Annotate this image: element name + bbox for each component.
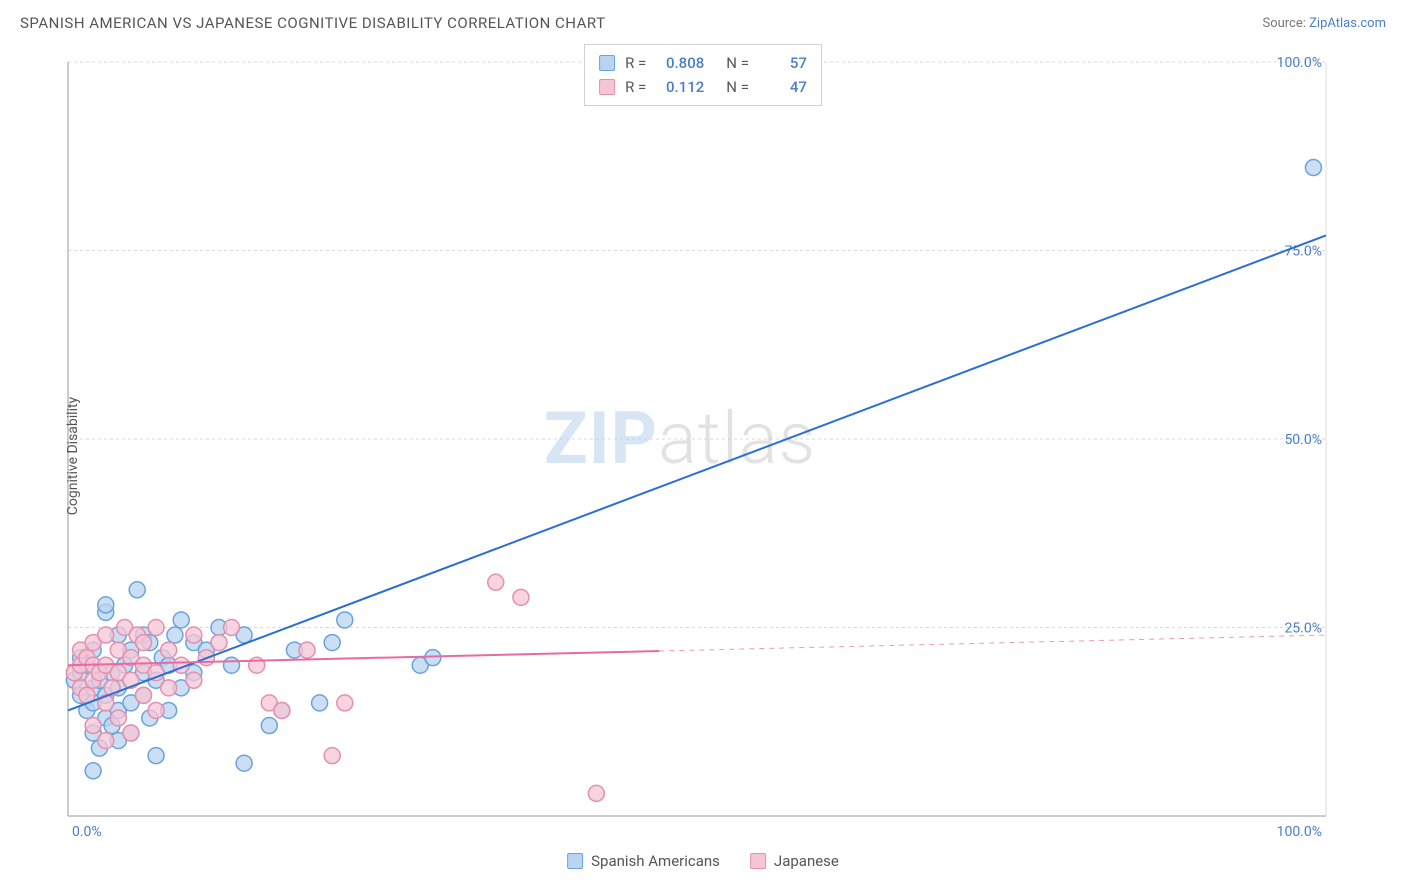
data-point [98,597,114,613]
data-point [337,695,353,711]
series-legend-item: Japanese [750,852,839,870]
header: SPANISH AMERICAN VS JAPANESE COGNITIVE D… [0,0,1406,40]
data-point [324,748,340,764]
data-point [588,785,604,801]
data-point [123,725,139,741]
legend-n-label: N = [726,75,749,99]
data-point [312,695,328,711]
data-point [224,620,240,636]
data-point [85,718,101,734]
legend-row: R = 0.808 N = 57 [599,51,807,75]
data-point [85,763,101,779]
data-point [299,642,315,658]
data-point [167,627,183,643]
y-tick-label: 75.0% [1284,244,1322,260]
legend-n-value: 47 [759,75,807,99]
data-point [1305,160,1321,176]
legend-r-label: R = [625,75,646,99]
trend-line-extrapolated [659,635,1326,651]
y-tick-label: 100.0% [1277,55,1322,71]
legend-n-value: 57 [759,51,807,75]
legend-swatch [750,853,766,869]
legend-r-value: 0.112 [656,75,704,99]
y-axis-label: Cognitive Disability [65,397,81,515]
data-point [224,657,240,673]
data-point [148,620,164,636]
series-legend: Spanish Americans Japanese [567,852,839,870]
data-point [236,755,252,771]
data-point [173,612,189,628]
source-link[interactable]: ZipAtlas.com [1309,16,1386,31]
watermark: ZIPatlas [544,396,816,481]
data-point [161,680,177,696]
scatter-chart: 25.0% 50.0% 75.0% 100.0% ZIPatlas 0.0% 100.0% [20,44,1340,844]
data-point [186,672,202,688]
source-label: Source: ZipAtlas.com [1262,16,1386,31]
data-point [425,650,441,666]
chart-area: Cognitive Disability 25.0% 50.0% 75.0% 100.… [20,44,1386,868]
data-point [161,642,177,658]
legend-r-label: R = [625,51,646,75]
legend-swatch [567,853,583,869]
data-point [186,627,202,643]
data-point [129,582,145,598]
data-point [261,718,277,734]
data-point [110,710,126,726]
chart-title: SPANISH AMERICAN VS JAPANESE COGNITIVE D… [20,14,606,32]
series-legend-label: Japanese [774,852,839,870]
data-point [135,687,151,703]
trend-line [68,235,1326,710]
x-tick-label: 100.0% [1277,824,1322,840]
data-point [148,702,164,718]
data-point [337,612,353,628]
data-point [135,635,151,651]
data-point [148,748,164,764]
y-tick-label: 25.0% [1284,621,1322,637]
y-tick-label: 50.0% [1284,432,1322,448]
legend-swatch [599,79,615,95]
data-point [98,733,114,749]
legend-r-value: 0.808 [656,51,704,75]
correlation-legend: R = 0.808 N = 57 R = 0.112 N = 47 [584,44,822,106]
data-point [274,702,290,718]
legend-swatch [599,55,615,71]
data-point [324,635,340,651]
data-point [488,574,504,590]
legend-row: R = 0.112 N = 47 [599,75,807,99]
legend-n-label: N = [726,51,749,75]
data-point [513,589,529,605]
source-prefix: Source: [1262,16,1309,31]
series-legend-label: Spanish Americans [591,852,720,870]
data-point [98,627,114,643]
x-tick-label: 0.0% [72,824,102,840]
series-legend-item: Spanish Americans [567,852,720,870]
data-point [211,635,227,651]
